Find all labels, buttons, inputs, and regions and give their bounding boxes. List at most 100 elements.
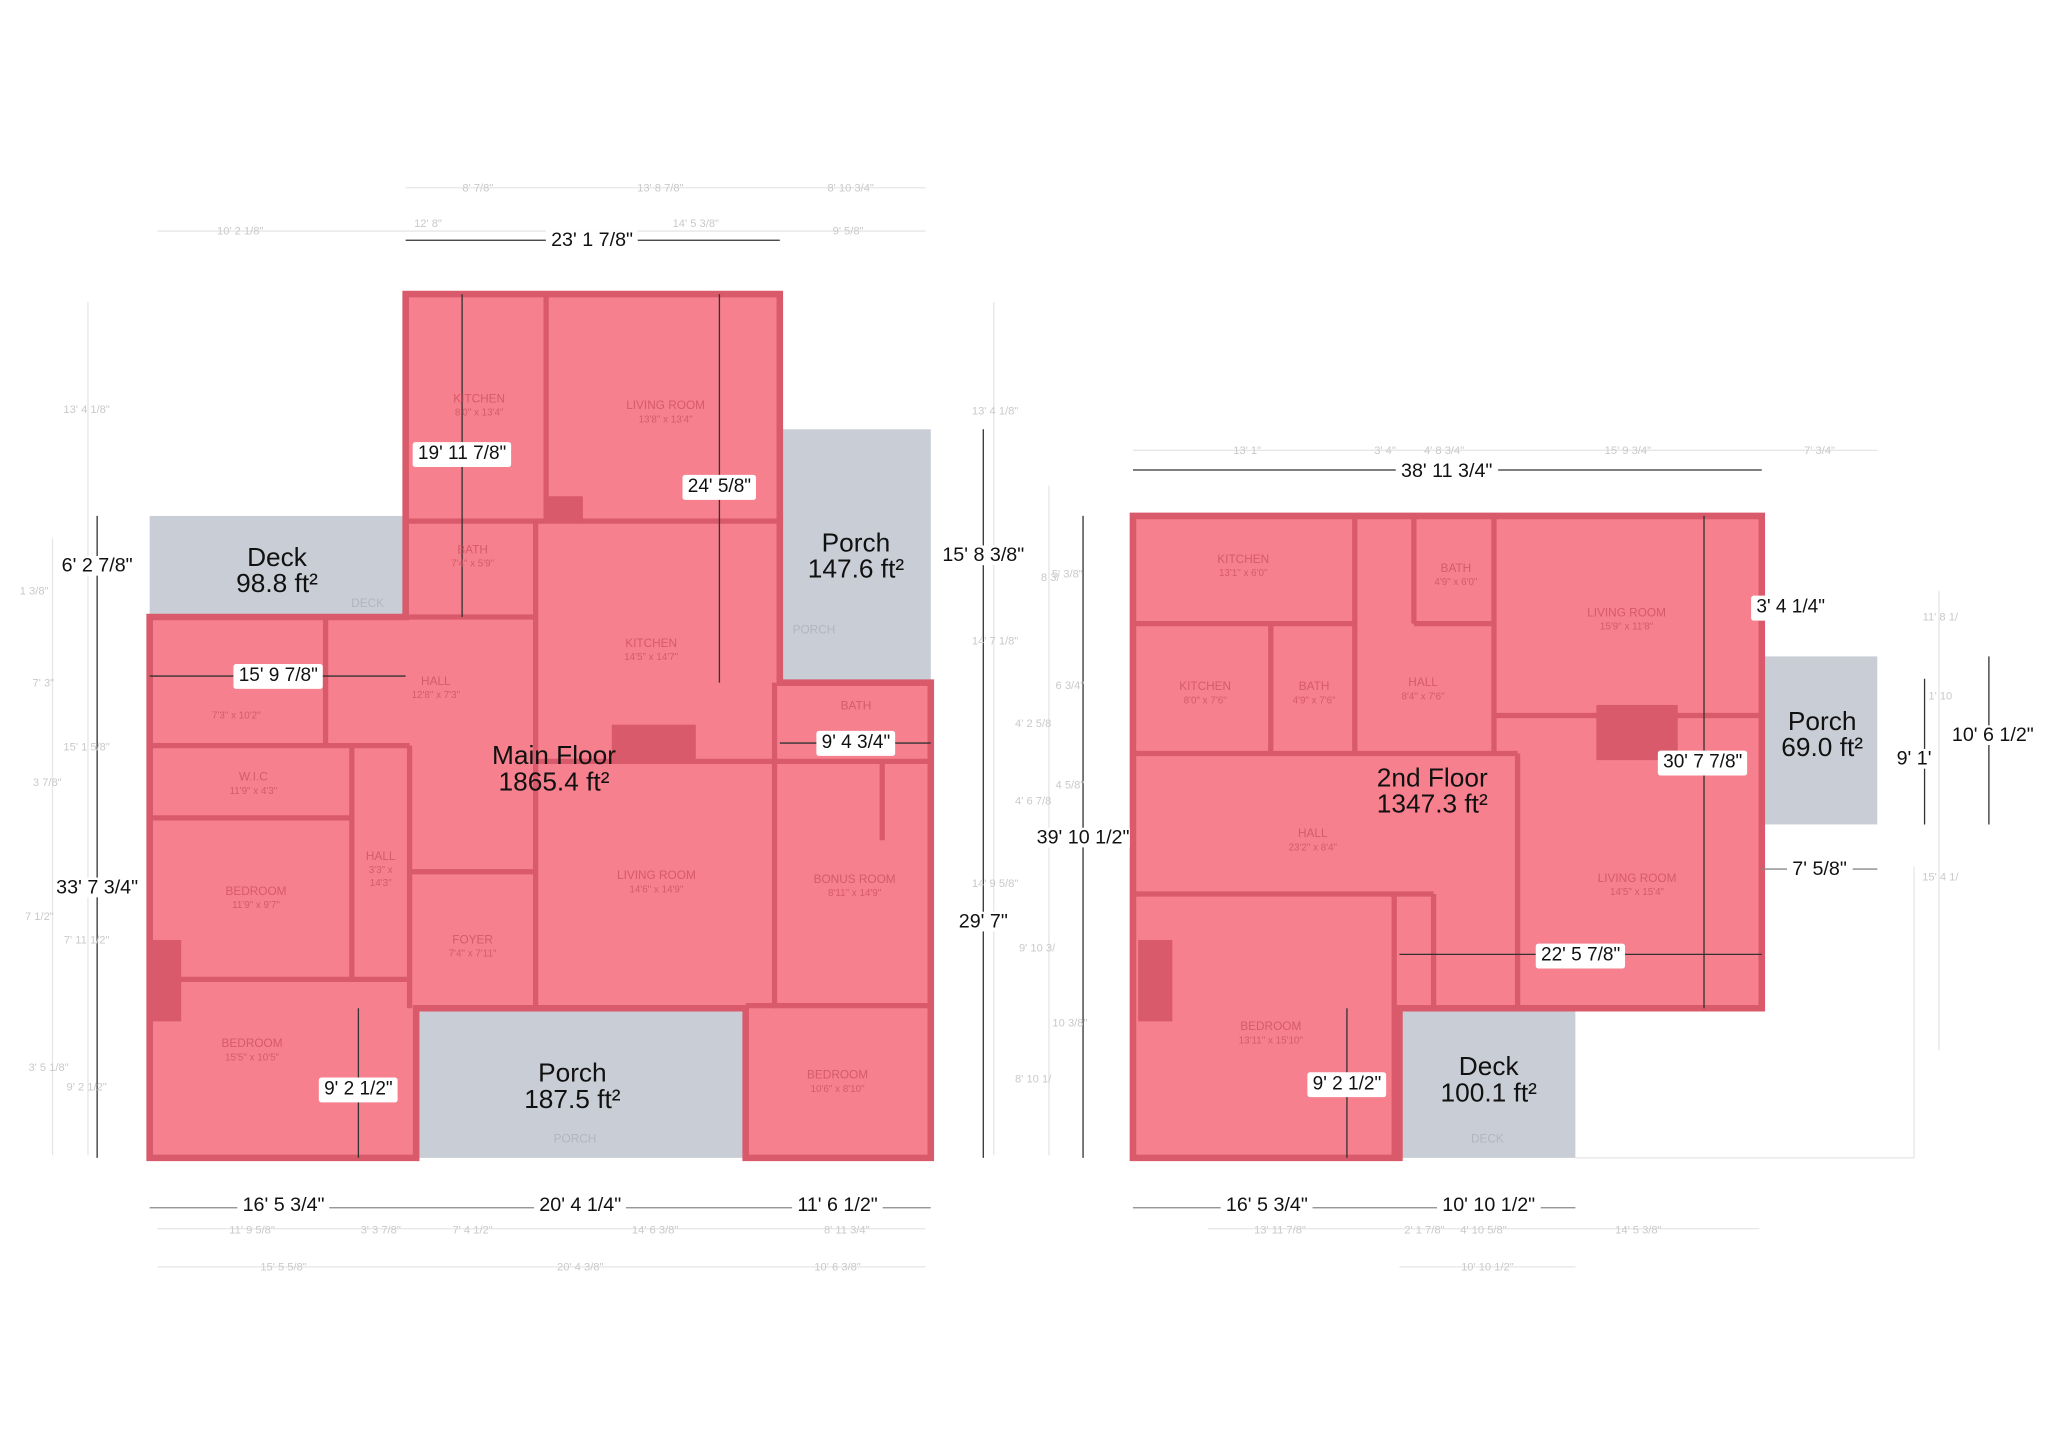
floor-title: 2nd Floor [1376,764,1488,793]
second-floor-interior-walls [1135,518,1760,1158]
room-label-bedroom: BEDROOM 13'11" x 15'10" [1238,1019,1303,1047]
room-label-bedroom: BEDROOM 11'9" x 9'7" [225,884,287,912]
deck-name: Deck [1458,1052,1519,1082]
dimension-label: 39' 10 1/2" [1036,826,1130,849]
faint-dimension: 15' 9 3/4" [1604,443,1652,457]
dimension-label: 16' 5 3/4" [1220,1195,1314,1215]
floor-area: 1865.4 ft² [498,767,610,797]
faint-dimension-lines [51,187,1940,1268]
faint-dimension: 8' 11 3/4" [823,1223,870,1237]
second-floor-label: 2nd Floor 1347.3 ft² [1377,765,1488,818]
faint-dimension: 4 5/8" [1055,778,1085,792]
faint-dimension: 10 3/8" [1052,1015,1088,1029]
room-label-deck: DECK [1470,1132,1504,1146]
faint-dimension: 13' 1" [1233,443,1262,457]
faint-dimension: 3' 3 7/8" [360,1223,401,1237]
faint-dimension: 7 1/2" [24,909,54,923]
dimension-tag: 15' 9 7/8" [233,663,324,689]
room-label-porch: PORCH [792,622,836,636]
room-label-kitchen: KITCHEN 8'0" x 7'6" [1179,679,1232,707]
dimension-tag: 9' 2 1/2" [318,1077,398,1102]
dimension-tag: 3' 4 1/4" [1751,595,1831,620]
porch-area: 69.0 ft² [1781,733,1864,763]
dimension-label: 38' 11 3/4" [1395,461,1498,482]
deck-area [149,515,406,618]
faint-dimension: 10' 10 1/2" [1461,1259,1514,1274]
dimension-label: 23' 1 7/8" [545,230,639,251]
faint-dimension: 14' 5 3/8" [672,216,720,230]
room-label-living-room: LIVING ROOM 14'6" x 14'9" [617,868,696,896]
room-label-living-room: LIVING ROOM 13'8" x 13'4" [626,398,705,426]
dimension-label: 33' 7 3/4" [56,876,139,899]
porch-label: Porch 187.5 ft² [524,1061,620,1114]
dimension-label: 10' 10 1/2" [1437,1195,1541,1215]
faint-dimension: 15' 5 5/8" [260,1259,307,1274]
deck-name: Deck [247,543,307,573]
faint-dimension: 4' 10 5/8" [1460,1223,1507,1237]
dimension-label: 7' 5/8" [1787,859,1853,879]
faint-dimension: 13' 4 1/8" [63,402,110,416]
deck-label: Deck 98.8 ft² [236,545,318,598]
main-floor-label: Main Floor 1865.4 ft² [492,743,616,796]
faint-dimension: 11' 8 1/ [1922,610,1959,624]
fireplace [611,724,696,762]
room-label-bedroom: BEDROOM 10'6" x 8'10" [807,1068,869,1095]
faint-dimension: 4' 6 7/8 [1015,793,1052,808]
porch-area-front [416,1008,746,1158]
room-label-hall: HALL 3'3" x 14'3" [365,849,396,889]
faint-dimension: 5' 3/8" [1051,566,1083,580]
room-label-kitchen: KITCHEN 14'5" x 14'7" [624,636,679,663]
room-label-bonus-room: BONUS ROOM 8'11" x 14'9" [813,872,896,900]
porch-name: Porch [538,1059,607,1089]
faint-dimension: 12' 8" [414,216,442,230]
room-label-bath: 7'3" x 10'2" [212,709,261,722]
faint-dimension: 11' 9 5/8" [229,1223,275,1237]
room-label-living-room: LIVING ROOM 14'5" x 15'4" [1597,871,1677,898]
dimension-label: 11' 6 1/2" [792,1195,884,1215]
faint-dimension: 10' 6 3/8" [814,1259,861,1274]
faint-dimension: 8' 7/8" [462,180,494,194]
second-floor-outline [1129,512,1766,1162]
floor-area: 1347.3 ft² [1376,790,1488,820]
room-label-living-room: LIVING ROOM 15'9" x 11'8" [1587,606,1666,633]
room-label-porch: PORCH [553,1132,597,1146]
porch-area-right [779,429,931,683]
faint-dimension: 8 3/ [1040,570,1060,584]
porch-area-2nd [1761,656,1878,825]
dimension-tag: 9' 2 1/2" [1307,1072,1387,1097]
faint-dimension: 9' 10 3/ [1018,940,1056,955]
main-floor-interior-walls [152,296,929,1009]
deck-area: 100.1 ft² [1440,1079,1537,1109]
faint-dimension: 3 7/8" [32,775,62,789]
faint-dimension: 8' 10 1/ [1015,1072,1052,1086]
room-label-bath: BATH [840,698,872,713]
room-label-kitchen: KITCHEN 8'0" x 13'4" [453,392,506,419]
faint-dimension: 7' 11 1/2" [63,933,110,947]
faint-dimension: 9' 5/8" [832,224,864,238]
room-label-deck: DECK [351,596,385,610]
porch-name: Porch [821,529,891,558]
faint-dimension: 14' 9 5/8" [971,876,1019,890]
room-label-bedroom: BEDROOM 15'5" x 10'5" [221,1036,283,1064]
dimension-label: 9' 1' [1896,747,1932,770]
faint-dimension: 20' 4 3/8" [557,1259,604,1274]
deck-label: Deck 100.1 ft² [1441,1054,1537,1107]
dimension-tag: 9' 4 3/4" [816,730,896,756]
dimension-tag: 24' 5/8" [682,474,757,500]
faint-dimension: 9' 2 1/2" [66,1080,107,1094]
porch-label: Porch 147.6 ft² [808,530,904,583]
room-label-bath: BATH 4'9" x 6'0" [1434,561,1478,589]
dimension-tag: 30' 7 7/8" [1657,750,1748,775]
faint-dimension: 14' 7 1/8" [971,633,1019,647]
faint-dimension: 1' 10 [1928,688,1953,703]
faint-dimension: 13' 4 1/8" [971,404,1019,418]
porch-area: 187.5 ft² [524,1085,621,1115]
deck-area: 98.8 ft² [236,569,318,599]
floor-title: Main Floor [491,741,617,771]
porch-area: 147.6 ft² [807,555,905,585]
deck-area-2nd [1399,1008,1576,1158]
dimension-label: 15' 8 3/8" [942,544,1025,567]
room-label-bath: BATH 4'9" x 7'6" [1292,679,1336,707]
faint-dimension: 3' 4" [1374,443,1396,457]
